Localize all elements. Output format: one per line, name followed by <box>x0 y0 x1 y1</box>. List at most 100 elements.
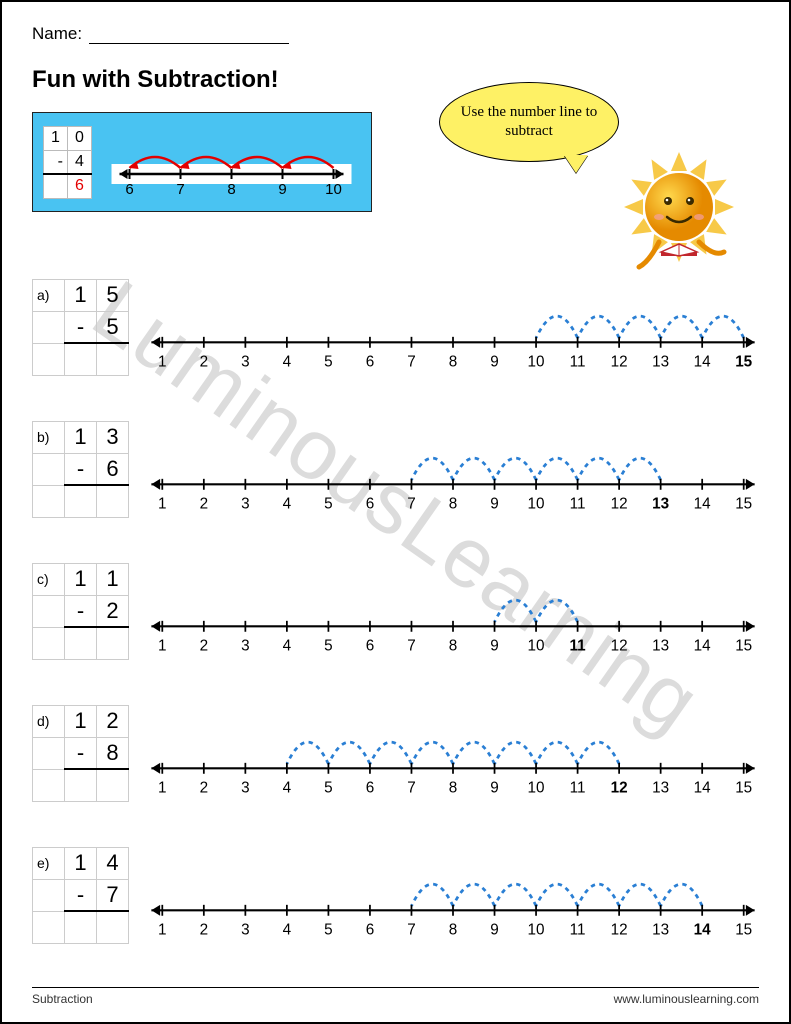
svg-text:12: 12 <box>611 495 628 512</box>
svg-text:10: 10 <box>528 921 545 938</box>
svg-text:9: 9 <box>490 637 499 654</box>
problem-grid: b)13 -6 <box>32 421 129 518</box>
svg-text:12: 12 <box>611 779 628 796</box>
svg-text:5: 5 <box>324 495 332 512</box>
svg-text:2: 2 <box>200 353 209 370</box>
answer-cell[interactable] <box>65 343 97 375</box>
svg-text:9: 9 <box>278 181 286 198</box>
example-number-line: 678910 <box>102 122 361 202</box>
problem-row: b)13 -6 123456789101112131415 <box>32 414 759 524</box>
svg-text:3: 3 <box>241 921 250 938</box>
svg-text:14: 14 <box>694 779 711 796</box>
number-line: 123456789101112131415 <box>147 556 759 666</box>
svg-text:11: 11 <box>570 921 586 938</box>
name-input-line[interactable] <box>89 43 289 44</box>
answer-cell[interactable] <box>97 769 129 801</box>
answer-cell[interactable] <box>97 343 129 375</box>
answer-cell[interactable] <box>65 769 97 801</box>
svg-text:2: 2 <box>200 921 209 938</box>
footer-right: www.luminouslearning.com <box>614 992 759 1006</box>
svg-text:8: 8 <box>449 921 458 938</box>
svg-text:7: 7 <box>176 181 184 198</box>
svg-text:12: 12 <box>611 353 628 370</box>
svg-text:11: 11 <box>570 779 586 796</box>
problem-grid: e)14 -7 <box>32 847 129 944</box>
number-line: 123456789101112131415 <box>147 414 759 524</box>
svg-text:13: 13 <box>652 921 669 938</box>
svg-text:14: 14 <box>694 353 711 370</box>
svg-text:12: 12 <box>611 921 628 938</box>
svg-text:15: 15 <box>735 495 752 512</box>
svg-text:14: 14 <box>694 495 711 512</box>
top-area: 10 -4 6 678910 Use the number line to su… <box>32 112 759 262</box>
svg-text:13: 13 <box>652 779 669 796</box>
svg-text:8: 8 <box>227 181 235 198</box>
svg-text:8: 8 <box>449 353 458 370</box>
svg-text:10: 10 <box>528 495 545 512</box>
speech-bubble: Use the number line to subtract <box>439 82 619 162</box>
svg-text:3: 3 <box>241 637 250 654</box>
number-line: 123456789101112131415 <box>147 698 759 808</box>
problems-list: a)15 -5 123456789101112131415 b)13 -6 12… <box>32 272 759 950</box>
footer: Subtraction www.luminouslearning.com <box>32 987 759 1006</box>
example-grid: 10 -4 6 <box>43 126 92 199</box>
page-title: Fun with Subtraction! <box>32 66 759 94</box>
svg-text:7: 7 <box>407 637 416 654</box>
svg-text:7: 7 <box>407 779 416 796</box>
svg-text:14: 14 <box>694 637 711 654</box>
speech-text: Use the number line to subtract <box>456 103 602 141</box>
svg-text:9: 9 <box>490 495 499 512</box>
svg-text:4: 4 <box>283 637 292 654</box>
svg-text:6: 6 <box>366 779 375 796</box>
svg-text:4: 4 <box>283 779 292 796</box>
answer-cell[interactable] <box>65 911 97 943</box>
svg-text:3: 3 <box>241 495 250 512</box>
svg-text:1: 1 <box>158 637 167 654</box>
svg-text:13: 13 <box>652 353 669 370</box>
worksheet-page: LuminousLearning Name: Fun with Subtract… <box>0 0 791 1024</box>
svg-text:1: 1 <box>158 495 167 512</box>
answer-cell[interactable] <box>97 627 129 659</box>
number-line: 123456789101112131415 <box>147 272 759 382</box>
svg-text:6: 6 <box>366 637 375 654</box>
svg-text:1: 1 <box>158 921 167 938</box>
problem-grid: c)11 -2 <box>32 563 129 660</box>
svg-text:5: 5 <box>324 637 332 654</box>
svg-text:5: 5 <box>324 921 332 938</box>
svg-text:14: 14 <box>694 921 711 938</box>
svg-text:13: 13 <box>652 637 669 654</box>
svg-text:8: 8 <box>449 495 458 512</box>
svg-text:1: 1 <box>158 353 167 370</box>
answer-cell[interactable] <box>65 627 97 659</box>
problem-row: a)15 -5 123456789101112131415 <box>32 272 759 382</box>
svg-text:6: 6 <box>366 921 375 938</box>
number-line: 123456789101112131415 <box>147 840 759 950</box>
svg-text:2: 2 <box>200 637 209 654</box>
svg-text:6: 6 <box>366 495 375 512</box>
svg-text:10: 10 <box>528 779 545 796</box>
content: Name: Fun with Subtraction! 10 -4 6 6 7 8 9… <box>32 24 759 950</box>
answer-cell[interactable] <box>97 485 129 517</box>
problem-row: e)14 -7 123456789101112131415 <box>32 840 759 950</box>
svg-text:6: 6 <box>366 353 375 370</box>
svg-text:7: 7 <box>407 353 416 370</box>
svg-text:5: 5 <box>324 353 332 370</box>
name-row: Name: <box>32 24 759 44</box>
svg-text:11: 11 <box>570 495 586 512</box>
svg-text:10: 10 <box>528 353 545 370</box>
svg-text:4: 4 <box>283 353 292 370</box>
answer-cell[interactable] <box>97 911 129 943</box>
svg-text:9: 9 <box>490 779 499 796</box>
svg-text:2: 2 <box>200 779 209 796</box>
svg-text:3: 3 <box>241 353 250 370</box>
problem-row: c)11 -2 123456789101112131415 <box>32 556 759 666</box>
svg-text:12: 12 <box>611 637 628 654</box>
footer-left: Subtraction <box>32 992 93 1006</box>
example-box: 10 -4 6 678910 <box>32 112 372 212</box>
svg-text:11: 11 <box>570 637 587 654</box>
svg-text:9: 9 <box>490 921 499 938</box>
svg-text:1: 1 <box>158 779 167 796</box>
answer-cell[interactable] <box>65 485 97 517</box>
svg-text:4: 4 <box>283 921 292 938</box>
svg-text:13: 13 <box>652 495 669 512</box>
